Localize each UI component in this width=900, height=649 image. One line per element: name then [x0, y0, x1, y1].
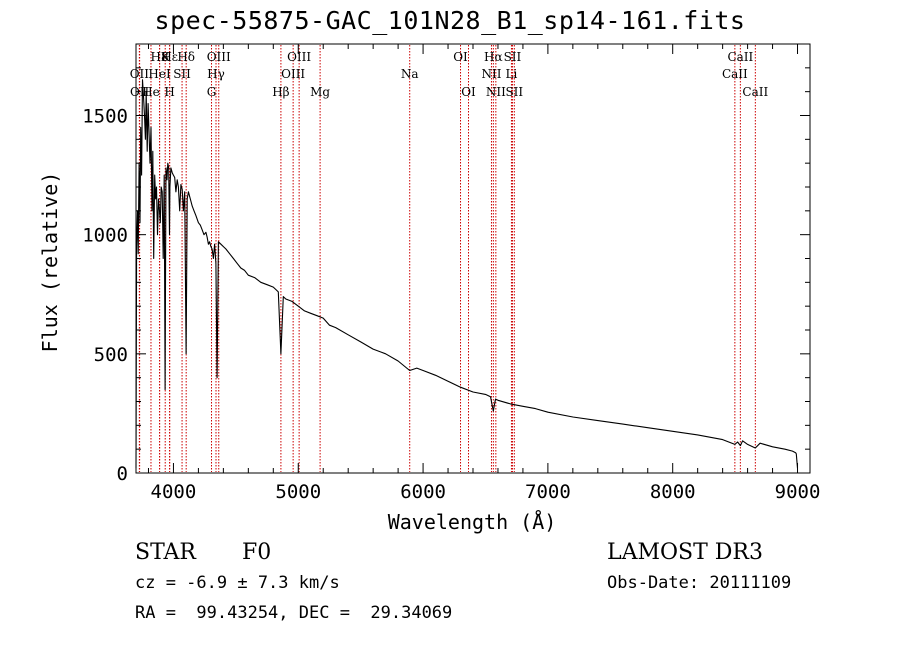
- line-marker-label: OII: [130, 85, 150, 99]
- line-marker-label: G: [207, 85, 217, 99]
- line-marker-label: HeI: [148, 67, 171, 81]
- x-tick-label: 9000: [775, 481, 821, 503]
- line-marker-label: CaII: [742, 85, 768, 99]
- x-tick-label: 4000: [151, 481, 197, 503]
- line-marker-label: Na: [401, 67, 419, 81]
- y-tick-label: 1500: [82, 106, 128, 128]
- line-marker-label: K: [161, 50, 171, 64]
- line-marker-label: H: [164, 85, 174, 99]
- line-marker-label: OII: [130, 67, 150, 81]
- line-marker-label: OI: [461, 85, 476, 99]
- x-tick-label: 6000: [400, 481, 446, 503]
- series-line-spectrum: [135, 79, 799, 469]
- line-marker-label: CaII: [722, 67, 748, 81]
- x-tick-label: 5000: [275, 481, 321, 503]
- class-label: STAR: [135, 540, 196, 565]
- line-marker-label: Hγ: [207, 67, 225, 81]
- line-marker-label: Mg: [310, 85, 330, 99]
- subclass-label: F0: [242, 540, 272, 565]
- line-marker-label: Li: [506, 67, 518, 81]
- line-marker-label: SII: [505, 85, 523, 99]
- y-tick-label: 0: [117, 463, 128, 485]
- line-markers-layer: [138, 45, 756, 472]
- line-marker-label: Hβ: [272, 85, 289, 99]
- x-tick-label: 7000: [525, 481, 571, 503]
- y-tick-label: 1000: [82, 225, 128, 247]
- obs-date-text: Obs-Date: 20111109: [607, 573, 792, 593]
- line-marker-label: OIII: [281, 67, 305, 81]
- y-axis-label: Flux (relative): [38, 172, 62, 353]
- chart-title: spec-55875-GAC_101N28_B1_sp14-161.fits: [154, 6, 746, 35]
- line-marker-label: SII: [504, 50, 522, 64]
- line-marker-label: Hε: [161, 50, 178, 64]
- line-marker-label: H8: [151, 50, 169, 64]
- line-marker-label: OIII: [287, 50, 311, 64]
- series-layer: [135, 79, 799, 469]
- redshift-text: cz = -6.9 ± 7.3 km/s: [135, 573, 340, 593]
- line-marker-label: Hδ: [177, 50, 195, 64]
- line-marker-label: SII: [173, 67, 191, 81]
- line-marker-label: OI: [453, 50, 468, 64]
- survey-label: LAMOST DR3: [607, 540, 763, 565]
- line-marker-label: He: [142, 85, 160, 99]
- plot-frame: [135, 43, 811, 474]
- line-marker-label: NII: [481, 67, 501, 81]
- axes-layer: 4000 5000 6000 7000 8000 9000 0 500 1000 1500: [82, 43, 821, 503]
- y-tick-label: 500: [94, 344, 128, 366]
- line-marker-label: CaII: [727, 50, 753, 64]
- coordinates-text: RA = 99.43254, DEC = 29.34069: [135, 603, 453, 623]
- line-marker-label: OIII: [207, 50, 231, 64]
- x-tick-label: 8000: [650, 481, 696, 503]
- line-marker-label: Hα: [484, 50, 503, 64]
- x-axis-label: Wavelength (Å): [388, 510, 557, 534]
- line-marker-label: NII: [486, 85, 506, 99]
